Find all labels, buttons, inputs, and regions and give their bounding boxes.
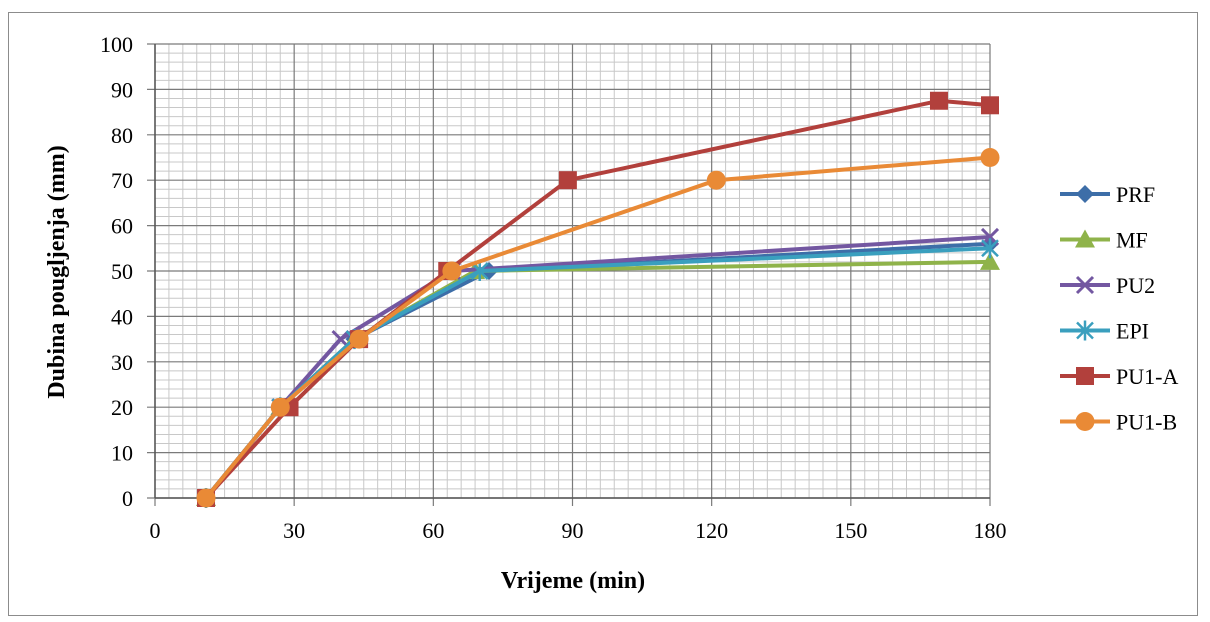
data-point-pu1-a [981,96,999,115]
axis-layer [154,44,990,499]
data-point-epi [981,238,999,259]
data-point-pu1-b [980,148,1000,167]
legend-marker-pu2 [1075,275,1095,295]
legend-marker-pu1-b [1075,412,1095,431]
y-tick-label: 50 [111,259,133,284]
x-tick-label: 90 [562,518,584,543]
y-tick-label: 0 [122,486,133,511]
y-tick-label: 20 [111,395,133,420]
legend-label-epi: EPI [1116,319,1149,344]
y-tick-label: 10 [111,441,133,466]
data-point-pu1-b [706,170,726,190]
y-tick-label: 30 [111,350,133,375]
legend-marker-prf [1076,185,1094,203]
series-line-pu1-a [204,98,991,500]
data-point-pu1-a [929,91,948,110]
data-point-pu1-b [349,329,369,349]
data-point-pu1-b [270,397,290,417]
y-axis-title: Dubina pougljenja (mm) [44,145,70,398]
data-point-pu1-b [196,488,216,508]
x-tick-label: 30 [283,518,305,543]
data-point-pu1-b [442,261,462,281]
legend-marker-pu1-a [1076,367,1094,385]
legend-marker-mf [1075,229,1095,248]
y-tick-label: 100 [100,32,133,57]
y-tick-label: 40 [111,304,133,329]
x-tick-label: 120 [695,518,728,543]
legend-label-prf: PRF [1116,182,1155,207]
data-point-mf [980,251,1000,270]
y-tick-label: 80 [111,123,133,148]
legend-marker-epi [1076,320,1094,341]
legend-item-epi: EPI [1060,319,1149,344]
series-pu1-b [196,148,1000,508]
y-tick-label: 60 [111,214,133,239]
x-tick-label: 60 [422,518,444,543]
y-tick-label: 70 [111,168,133,193]
x-tick-label: 180 [974,518,1007,543]
legend-label-pu2: PU2 [1116,273,1155,298]
series-layer [196,91,1000,508]
legend-item-pu2: PU2 [1060,273,1155,298]
legend-item-prf: PRF [1060,182,1155,207]
legend-label-mf: MF [1116,228,1148,253]
x-axis-title: Vrijeme (min) [501,568,645,594]
y-tick-label: 90 [111,77,133,102]
legend-item-pu1-b: PU1-B [1060,410,1177,435]
label-layer: 0 30 60 90 120 150 180 0 10 20 30 40 50 60 70 80 90 100 [100,32,1007,543]
x-tick-label: 150 [834,518,867,543]
legend-item-pu1-a: PU1-A [1060,364,1178,389]
x-tick-label: 0 [150,518,161,543]
data-point-pu1-a [558,171,577,190]
legend-label-pu1-b: PU1-B [1116,410,1177,435]
legend-label-pu1-a: PU1-A [1116,364,1178,389]
legend-item-mf: MF [1060,228,1148,253]
data-point-epi [470,261,489,281]
legend: PRF MF PU2 EPI PU1-A PU1-B [1060,182,1178,435]
chart-frame [8,12,1198,616]
series-line-pu1-b [204,155,991,500]
grid-layer [147,43,991,506]
